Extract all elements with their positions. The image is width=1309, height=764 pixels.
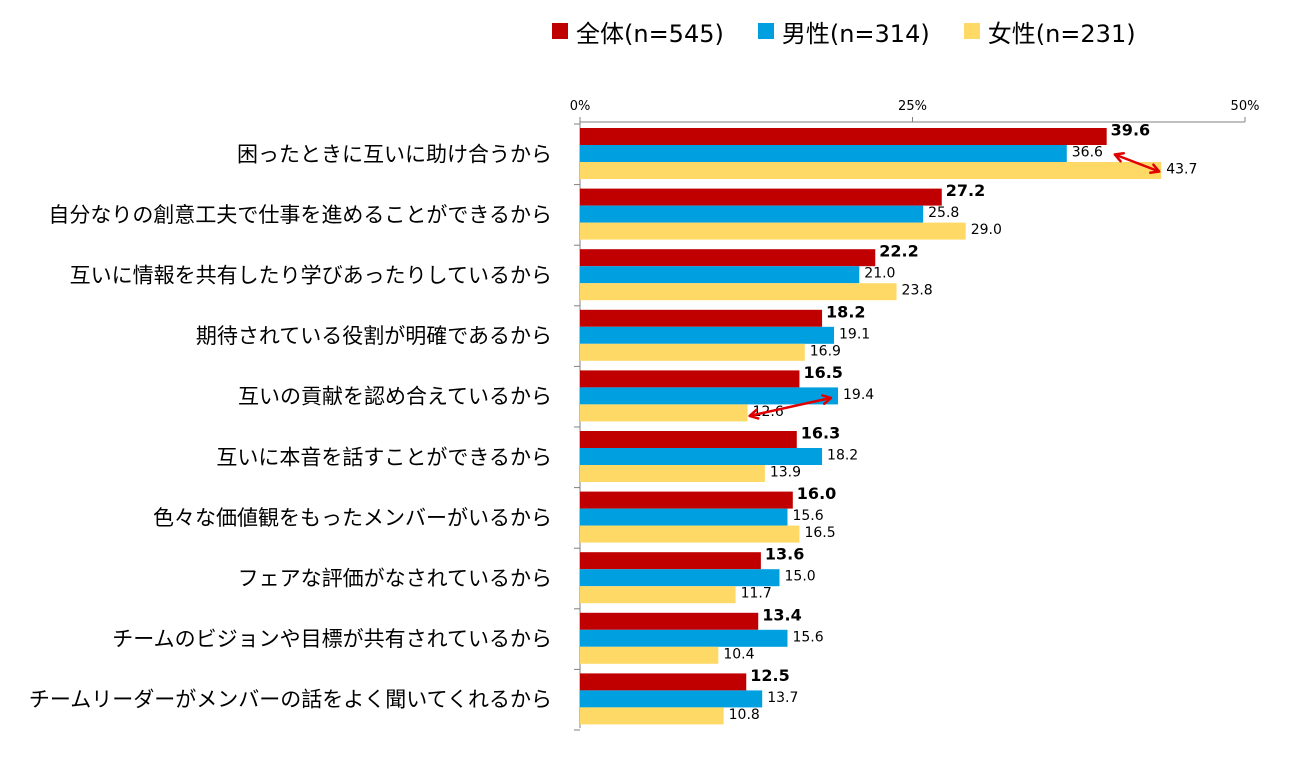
bar-female <box>580 465 765 482</box>
data-label: 19.1 <box>839 326 870 342</box>
arrow-head <box>821 394 833 406</box>
bar-female <box>580 586 736 604</box>
legend-item-male: 男性(n=314) <box>757 14 930 49</box>
data-label: 13.7 <box>767 690 798 706</box>
data-label: 23.8 <box>902 283 933 299</box>
data-label: 18.2 <box>826 302 865 321</box>
bar-male <box>580 508 788 526</box>
data-label: 11.7 <box>741 586 772 602</box>
data-label: 15.0 <box>785 569 816 585</box>
bar-female <box>580 646 719 664</box>
data-label: 22.2 <box>879 242 918 261</box>
bar-female <box>580 222 966 240</box>
legend-swatch-male <box>757 23 774 39</box>
category-label: 困ったときに互いに助け合うから <box>237 142 552 166</box>
bar-total <box>580 370 800 388</box>
data-label: 15.6 <box>792 508 823 524</box>
bar-male <box>580 448 823 465</box>
data-label: 13.4 <box>762 605 801 624</box>
bar-male <box>580 145 1067 162</box>
data-label: 13.6 <box>765 545 804 564</box>
data-label: 21.0 <box>864 266 895 282</box>
data-label: 16.0 <box>797 484 836 503</box>
bar-female <box>580 404 748 422</box>
legend-item-female: 女性(n=231) <box>963 14 1136 49</box>
data-label: 19.4 <box>843 387 874 403</box>
category-label: 期待されている役割が明確であるから <box>196 324 552 348</box>
comparison-arrow <box>1114 153 1160 173</box>
data-label: 43.7 <box>1166 162 1197 178</box>
legend-label-female: 女性(n=231) <box>987 19 1136 48</box>
data-label: 16.5 <box>803 363 842 382</box>
bar-female <box>580 343 805 361</box>
legend-swatch-female <box>963 23 980 39</box>
bar-total <box>580 249 876 267</box>
data-label: 10.8 <box>729 707 760 723</box>
category-label: フェアな評価がなされているから <box>238 567 552 591</box>
data-label: 13.9 <box>770 465 801 481</box>
bar-female <box>580 283 897 301</box>
legend-item-total: 全体(n=545) <box>552 14 724 49</box>
x-tick-label: 0% <box>570 99 591 114</box>
category-label: 自分なりの創意工夫で仕事を進めることができるから <box>48 203 552 227</box>
category-label: チームのビジョンや目標が共有されているから <box>112 627 552 651</box>
bar-total <box>580 612 759 630</box>
category-label: 色々な価値観をもったメンバーがいるから <box>153 506 552 530</box>
bar-male <box>580 690 763 708</box>
x-tick-label: 25% <box>898 99 927 114</box>
x-tick-label: 50% <box>1231 99 1260 114</box>
legend-label-male: 男性(n=314) <box>781 19 930 48</box>
data-label: 29.0 <box>971 222 1002 238</box>
data-label: 27.2 <box>946 181 985 200</box>
data-label: 25.8 <box>928 205 959 221</box>
bar-male <box>580 326 835 344</box>
data-label: 12.5 <box>750 666 789 685</box>
data-label: 10.4 <box>723 646 754 662</box>
category-label: 互いに情報を共有したり学びあったりしているから <box>70 264 552 288</box>
bar-total <box>580 673 747 691</box>
bar-total <box>580 309 823 327</box>
bar-female <box>580 525 800 543</box>
bar-total <box>580 128 1107 145</box>
bar-male <box>580 569 780 587</box>
legend: 全体(n=545) 男性(n=314) 女性(n=231) <box>552 14 1136 48</box>
data-label: 39.6 <box>1111 121 1150 140</box>
category-label: チームリーダーがメンバーの話をよく聞いてくれるから <box>29 688 552 712</box>
arrow-head <box>1149 163 1161 174</box>
legend-swatch-total <box>552 23 568 39</box>
bar-female <box>580 162 1162 179</box>
legend-label-total: 全体(n=545) <box>576 19 724 48</box>
data-label: 16.5 <box>804 525 835 541</box>
bar-female <box>580 707 724 725</box>
category-label: 互いの貢献を認め合えているから <box>238 385 552 409</box>
bar-total <box>580 491 793 509</box>
data-label: 15.6 <box>792 629 823 645</box>
data-label: 18.2 <box>827 448 858 464</box>
arrow-head <box>748 408 760 420</box>
bar-total <box>580 552 761 570</box>
data-label: 36.6 <box>1072 145 1103 161</box>
data-label: 16.3 <box>801 424 840 443</box>
bar-male <box>580 266 860 284</box>
category-label: 互いに本音を話すことができるから <box>216 445 552 469</box>
bar-total <box>580 188 942 206</box>
bar-total <box>580 431 797 448</box>
bar-male <box>580 205 924 223</box>
arrow-head <box>1113 152 1125 163</box>
comparison-arrow <box>749 396 832 418</box>
bar-male <box>580 629 788 647</box>
bar-male <box>580 387 839 405</box>
data-label: 16.9 <box>810 343 841 359</box>
